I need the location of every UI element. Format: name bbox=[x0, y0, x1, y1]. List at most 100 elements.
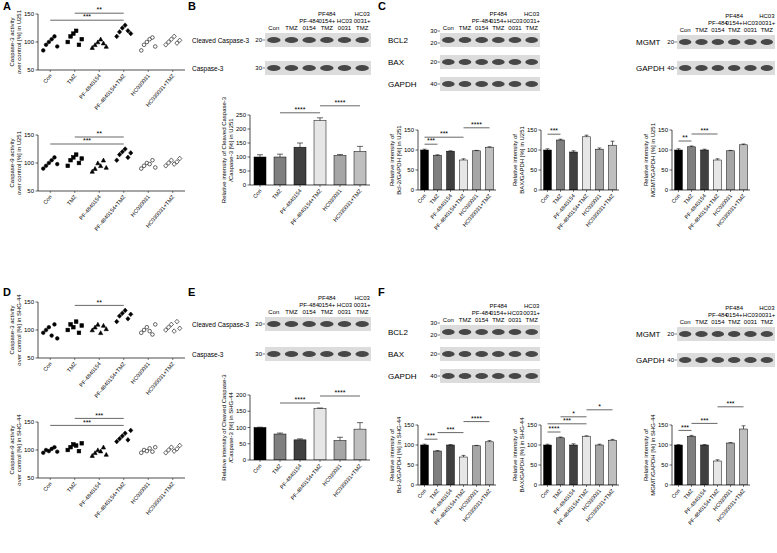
x-tick bbox=[148, 70, 149, 72]
bar bbox=[486, 147, 494, 190]
significance-label: **** bbox=[549, 425, 560, 432]
y-tick bbox=[36, 14, 39, 15]
point bbox=[126, 438, 130, 443]
marker-tick bbox=[263, 354, 266, 355]
x-tick bbox=[612, 485, 613, 487]
x-tick bbox=[730, 190, 731, 192]
x-tick-label: Con bbox=[42, 73, 53, 85]
x-tick bbox=[586, 485, 587, 487]
bar bbox=[294, 147, 306, 185]
western-blot: ConTMZPF-4840154PF4840154+TMZHC030031HC0… bbox=[636, 305, 776, 367]
point bbox=[47, 161, 51, 165]
marker-tick bbox=[438, 62, 441, 63]
lane-label: TMZ bbox=[526, 25, 539, 31]
point bbox=[139, 331, 143, 335]
point bbox=[44, 164, 48, 168]
error-bar bbox=[462, 455, 466, 457]
marks bbox=[544, 436, 617, 485]
marker-tick bbox=[438, 84, 441, 85]
lane-label: Con bbox=[443, 25, 454, 31]
error-bar bbox=[423, 444, 427, 446]
lane-label: 0154+ bbox=[318, 18, 335, 24]
error-bar bbox=[423, 149, 427, 151]
band bbox=[744, 357, 756, 363]
blot-strip bbox=[677, 61, 775, 75]
point bbox=[175, 447, 179, 452]
band bbox=[302, 37, 315, 43]
x-tick bbox=[172, 358, 173, 360]
point bbox=[142, 43, 146, 47]
point bbox=[172, 34, 176, 39]
lane-label: HC03 bbox=[337, 302, 353, 308]
band bbox=[267, 65, 280, 71]
lane-label: HC03 bbox=[524, 11, 540, 17]
significance-label: *** bbox=[700, 127, 708, 134]
lane-label: HC03 bbox=[507, 310, 523, 316]
y-axis-label: /Caspase-3 [%] in U251 bbox=[228, 118, 234, 182]
x-tick-label: TMZ bbox=[66, 360, 78, 373]
lane-label: 0154 bbox=[711, 27, 725, 33]
y-tick-label: 50 bbox=[530, 167, 537, 173]
point bbox=[77, 449, 81, 453]
y-tick-label: 150 bbox=[24, 419, 35, 425]
lane-label: TMZ bbox=[285, 309, 298, 315]
point bbox=[101, 323, 105, 327]
y-axis-label: Relative intensity of Cleaved Caspase-3 bbox=[221, 96, 227, 203]
y-tick-label: 50 bbox=[407, 167, 414, 173]
x-tick bbox=[547, 485, 548, 487]
blot-strip bbox=[440, 55, 540, 69]
y-tick bbox=[539, 445, 542, 446]
lane-label: TMZ bbox=[695, 319, 708, 325]
y-axis-label: Bcl-2/GAPDH [%] in U251 bbox=[396, 125, 402, 195]
error-bar bbox=[475, 150, 479, 151]
y-axis bbox=[672, 130, 673, 190]
band bbox=[267, 351, 280, 357]
point bbox=[145, 40, 149, 44]
point bbox=[96, 322, 100, 326]
error-bar bbox=[449, 444, 453, 445]
y-axis-label: over control [%] in U251 bbox=[16, 130, 22, 195]
y-axis-label: over control [%] in SHG-44 bbox=[16, 414, 22, 486]
lane-label: 0154 bbox=[475, 25, 489, 31]
y-tick bbox=[416, 130, 419, 131]
blot-row-label: GAPDH bbox=[388, 80, 417, 89]
y-tick bbox=[36, 163, 39, 164]
x-tick bbox=[560, 485, 561, 487]
x-tick-label: HC030031+TMZ bbox=[715, 487, 746, 523]
point bbox=[123, 308, 127, 313]
y-tick-label: 50 bbox=[27, 475, 34, 481]
blot-row-label: Caspase-3 bbox=[192, 351, 224, 359]
x-tick-label: TMZ bbox=[271, 187, 283, 200]
y-tick-label: 50 bbox=[27, 67, 34, 73]
x-tick bbox=[340, 185, 341, 187]
x-tick-label: PF-4840154 bbox=[78, 361, 102, 388]
error-bar bbox=[257, 427, 263, 428]
error-bar bbox=[598, 148, 602, 149]
chart: 050100150Relative intensity ofBAX/GAPDH … bbox=[512, 403, 619, 526]
blot-row-label: GAPDH bbox=[636, 64, 665, 73]
significance-label: **** bbox=[295, 106, 306, 113]
x-tick bbox=[260, 460, 261, 462]
x-tick bbox=[50, 478, 51, 480]
lane-label: TMZ bbox=[356, 309, 369, 315]
error-bar bbox=[297, 438, 303, 440]
y-axis-label: Caspase-9 activity bbox=[9, 138, 15, 187]
x-tick-label: HC030031+TMZ bbox=[461, 192, 492, 228]
chart: 50100150Caspase-3 activityover control [… bbox=[9, 6, 185, 111]
point bbox=[44, 328, 48, 332]
blot-row-label: Cleaved Caspase-3 bbox=[192, 321, 249, 329]
band bbox=[679, 65, 691, 71]
bar bbox=[254, 157, 266, 185]
marks bbox=[544, 135, 617, 190]
y-tick bbox=[416, 170, 419, 171]
y-axis-label: /Caspase-3 [%] in SHG-44 bbox=[228, 391, 234, 462]
point bbox=[74, 153, 78, 157]
x-tick-label: PF-4840154+TMZ bbox=[93, 360, 127, 399]
lane-label: Con bbox=[268, 25, 279, 31]
band bbox=[459, 37, 472, 43]
lane-label: 0031+ bbox=[758, 312, 775, 318]
point bbox=[41, 49, 45, 53]
error-bar bbox=[462, 159, 466, 160]
point bbox=[101, 41, 105, 45]
bar bbox=[334, 441, 346, 461]
